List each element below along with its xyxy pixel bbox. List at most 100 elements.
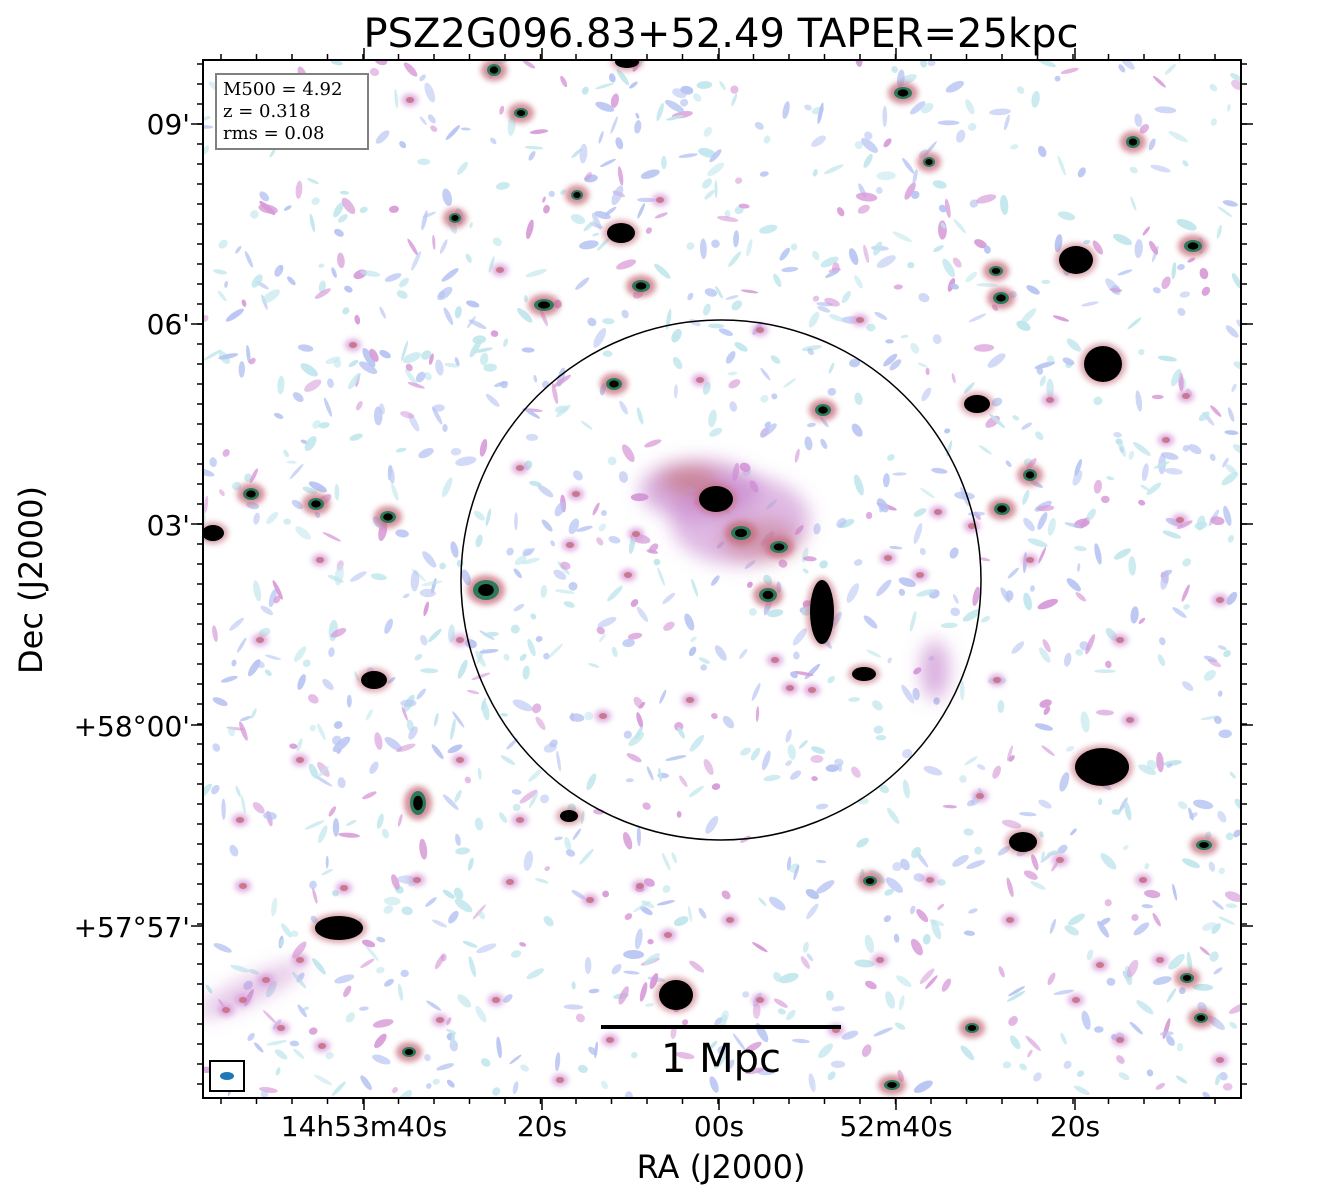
noise-blob: [1037, 598, 1059, 610]
noise-blob: [327, 378, 334, 389]
noise-blob: [1085, 634, 1096, 655]
beam-ellipse: [220, 1072, 234, 1080]
noise-blob: [684, 613, 695, 631]
noise-blob: [1188, 444, 1202, 455]
noise-blob: [920, 487, 935, 499]
noise-blob: [740, 747, 751, 756]
noise-blob: [563, 601, 575, 608]
noise-blob: [834, 758, 844, 767]
noise-blob: [1183, 604, 1190, 610]
noise-blob: [1217, 645, 1227, 651]
noise-blob: [251, 274, 263, 288]
noise-blob: [1209, 83, 1218, 92]
noise-blob: [819, 560, 828, 569]
noise-blob: [654, 212, 668, 219]
noise-blob: [520, 1064, 529, 1072]
faint-source-core: [968, 523, 976, 529]
noise-blob: [1052, 315, 1070, 322]
noise-blob: [744, 1041, 762, 1053]
noise-blob: [901, 684, 915, 704]
info-m500: M500 = 4.92: [223, 79, 342, 100]
noise-blob: [1057, 155, 1066, 176]
noise-blob: [511, 789, 522, 795]
noise-blob: [707, 162, 725, 177]
noise-blob: [896, 975, 912, 988]
noise-blob: [1172, 883, 1178, 901]
noise-blob: [411, 250, 422, 271]
noise-blob: [689, 960, 705, 973]
noise-blob: [912, 687, 920, 701]
noise-blob: [203, 145, 210, 155]
noise-blob: [812, 250, 820, 261]
noise-blob: [1152, 287, 1161, 294]
noise-blob: [543, 743, 557, 753]
noise-blob: [983, 245, 991, 254]
noise-blob: [264, 669, 272, 677]
noise-blob: [611, 646, 618, 658]
noise-blob: [1074, 545, 1087, 552]
noise-blob: [1142, 226, 1150, 236]
noise-blob: [1064, 652, 1072, 667]
noise-blob: [400, 411, 415, 419]
noise-blob: [211, 784, 220, 795]
bright-source: [607, 223, 635, 243]
noise-blob: [1038, 799, 1052, 809]
noise-blob: [633, 900, 651, 913]
noise-blob: [435, 359, 444, 376]
noise-blob: [485, 393, 500, 407]
noise-blob: [1007, 567, 1019, 579]
noise-blob: [1016, 320, 1031, 331]
noise-blob: [1219, 1071, 1228, 1081]
noise-blob: [688, 785, 704, 798]
noise-blob: [836, 207, 845, 217]
noise-blob: [872, 700, 883, 711]
noise-blob: [1129, 166, 1138, 174]
noise-blob: [442, 424, 448, 432]
noise-blob: [648, 543, 659, 553]
y-tick-label: +58°00': [74, 710, 190, 743]
noise-blob: [698, 907, 707, 919]
noise-blob: [817, 305, 831, 313]
noise-blob: [528, 150, 536, 161]
noise-blob: [731, 300, 743, 311]
noise-blob: [910, 342, 920, 354]
noise-blob: [861, 138, 878, 153]
noise-blob: [513, 568, 522, 579]
noise-blob: [595, 82, 614, 90]
noise-blob: [297, 1004, 307, 1018]
noise-blob: [490, 330, 499, 337]
noise-blob: [296, 738, 303, 752]
noise-blob: [670, 1026, 677, 1040]
faint-source-core: [413, 877, 421, 883]
noise-blob: [384, 736, 403, 752]
noise-blob: [537, 485, 554, 498]
noise-blob: [1073, 1085, 1090, 1095]
noise-blob: [879, 503, 886, 513]
noise-blob: [490, 137, 497, 145]
noise-blob: [960, 680, 965, 701]
noise-blob: [1222, 1082, 1233, 1091]
noise-blob: [469, 338, 482, 358]
noise-blob: [827, 387, 837, 396]
noise-blob: [792, 628, 807, 646]
noise-blob: [677, 727, 686, 739]
noise-blob: [334, 483, 340, 501]
noise-blob: [1086, 508, 1096, 521]
bright-source: [361, 671, 387, 689]
noise-blob: [560, 75, 568, 88]
noise-blob: [883, 353, 898, 367]
noise-blob: [1198, 411, 1210, 422]
noise-blob: [938, 204, 947, 213]
noise-blob: [475, 534, 483, 548]
noise-blob: [514, 512, 518, 531]
noise-blob: [607, 456, 617, 466]
noise-blob: [709, 1076, 719, 1093]
noise-blob: [951, 373, 956, 384]
noise-blob: [584, 711, 594, 721]
noise-blob: [500, 713, 508, 717]
noise-blob: [919, 547, 926, 556]
faint-source-core: [624, 572, 632, 578]
noise-blob: [517, 308, 533, 323]
noise-blob: [333, 721, 343, 729]
noise-blob: [1054, 234, 1063, 253]
